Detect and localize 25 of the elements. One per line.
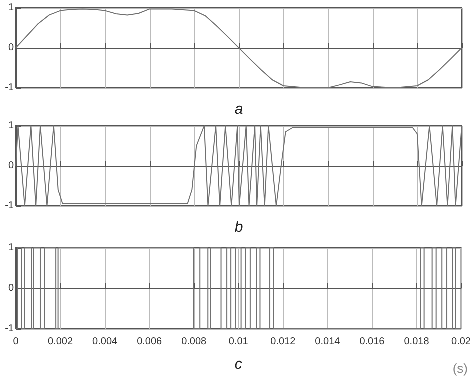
y-tick-label: -1 [5,82,14,94]
x-tick-label: 0.016 [360,336,386,348]
x-axis-title: c [234,356,243,373]
line-series [16,126,462,206]
x-tick-label: 0.02 [452,336,472,348]
x-tick-label: 0.002 [48,336,74,348]
y-tick-label: 1 [8,120,14,132]
y-tick-label: 0 [8,283,14,294]
y-tick-label: -1 [5,324,14,334]
x-tick-label: 0.014 [315,336,341,348]
x-tick-label: 0.018 [404,336,430,348]
y-tick-label: 1 [8,2,14,14]
x-tick-label: 0.012 [270,336,296,348]
x-tick-label: 0.01 [228,336,249,348]
y-tick-label: 1 [8,242,14,254]
x-axis-title: b [234,219,244,236]
y-tick-label: 0 [8,42,14,54]
x-tick-label: 0.006 [137,336,163,348]
text: (s) [452,361,468,376]
x-tick-label: 0.008 [182,336,208,348]
line-series [16,8,462,88]
x-tick-label: 0.004 [92,336,118,348]
x-axis-title: a [234,101,244,118]
y-tick-label: 0 [8,160,14,172]
y-tick-label: -1 [5,200,14,212]
